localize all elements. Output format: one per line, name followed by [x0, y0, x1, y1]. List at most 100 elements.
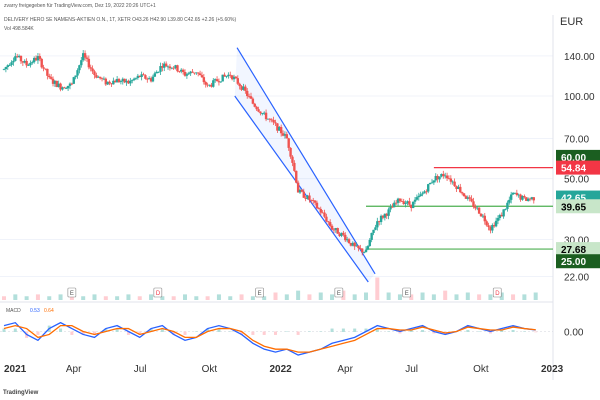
candle-body [274, 122, 277, 124]
candle-body [210, 84, 213, 87]
candle-body [217, 81, 221, 83]
candle-body [470, 198, 473, 202]
macd-hist-bar [330, 328, 334, 332]
candle-body [532, 197, 536, 201]
price-label: 42.65 [561, 194, 586, 205]
candle-body [506, 202, 509, 209]
candle-body [319, 208, 322, 213]
candle-body [334, 228, 338, 230]
volume-bar [386, 292, 391, 300]
candle-body [155, 71, 158, 74]
candle-body [170, 67, 174, 69]
candle-body [336, 228, 339, 234]
candle-body [393, 202, 396, 208]
macd-hist-bar [217, 328, 221, 332]
candle-body [25, 60, 28, 66]
candle-body [134, 77, 138, 79]
candle-body [36, 56, 40, 61]
volume-bar [420, 292, 425, 300]
candle-body [159, 66, 162, 72]
macd-hist-bar [194, 331, 198, 332]
macd-hist-bar [81, 331, 85, 335]
candle-body [338, 233, 341, 236]
volume-bar [81, 296, 86, 300]
volume-bar [183, 294, 187, 300]
event-marker [334, 287, 344, 298]
candle-body [438, 176, 441, 180]
candle-body [328, 222, 332, 226]
price-axis[interactable]: 140.00 100.00 70.00 50.00 30.00 22.00 [564, 52, 595, 284]
candle-body [289, 147, 292, 157]
candle-body [404, 203, 407, 205]
volume-bar [115, 296, 120, 300]
candle-body [138, 75, 141, 77]
price-label-box [556, 160, 600, 175]
volume-bar [171, 296, 176, 300]
candle-body [166, 66, 170, 68]
time-axis[interactable]: 2021 Apr Jul Okt 2022 Apr Jul Okt 2023 [4, 364, 564, 375]
macd-hist-bar [172, 331, 176, 335]
x-tick-label: 2023 [541, 364, 564, 375]
candle-body [523, 195, 526, 198]
candle-body [236, 78, 239, 84]
event-marker-label: D [495, 291, 500, 297]
candle-body [449, 178, 453, 182]
event-marker-label: E [337, 291, 341, 297]
macd-y-label: 0.00 [564, 328, 584, 339]
candle-body [83, 53, 87, 58]
candle-body [308, 195, 311, 200]
macd-pane[interactable]: MACD 0.53 0.64 0.00 [0, 308, 584, 356]
event-marker-label: D [156, 291, 161, 297]
y-tick-label: 70.00 [564, 135, 589, 146]
tradingview-logo[interactable]: TradingView [3, 390, 39, 396]
candle-body [14, 56, 17, 61]
candle-body [402, 201, 405, 205]
price-label-box [556, 199, 600, 214]
macd-hist-bar [387, 331, 391, 332]
candle-body [78, 65, 81, 71]
candle-body [262, 112, 266, 114]
candle-body [29, 62, 32, 66]
candle-body [381, 215, 385, 218]
candle-body [87, 58, 91, 68]
candle-body [174, 65, 177, 69]
candle-body [157, 71, 160, 73]
candle-body [257, 109, 260, 112]
candle-body [359, 248, 362, 249]
volume-bar [47, 296, 52, 300]
candle-body [362, 252, 366, 253]
volume-bar [477, 294, 482, 300]
candle-body [195, 72, 198, 74]
candle-body [142, 74, 145, 76]
candle-body [383, 213, 387, 218]
candle-body [74, 75, 77, 78]
macd-hist-bar [36, 331, 40, 335]
x-tick-label: Apr [66, 364, 82, 375]
candle-body [70, 83, 74, 85]
candle-body [353, 242, 356, 247]
candle-body [440, 173, 443, 177]
candle-body [278, 126, 281, 131]
macd-header-value: 0.64 [44, 308, 54, 314]
trend-channel[interactable] [234, 47, 376, 283]
macd-hist-bar [421, 330, 425, 332]
candle-body [91, 68, 94, 72]
candle-body [285, 134, 289, 139]
candle-body [504, 208, 507, 210]
volume-bar [443, 290, 448, 300]
candle-body [447, 178, 451, 180]
candle-body [221, 74, 224, 82]
candle-body [198, 73, 202, 76]
volume-bar [149, 294, 154, 300]
volume-bar [511, 294, 516, 300]
volume-bar [341, 290, 346, 300]
candle-body [500, 214, 503, 217]
y-tick-label: 50.00 [564, 175, 589, 186]
candle-body [172, 67, 175, 69]
candle-body [419, 194, 422, 197]
macd-hist-bar [285, 331, 289, 332]
candle-body [53, 80, 57, 84]
candle-body [187, 73, 190, 75]
